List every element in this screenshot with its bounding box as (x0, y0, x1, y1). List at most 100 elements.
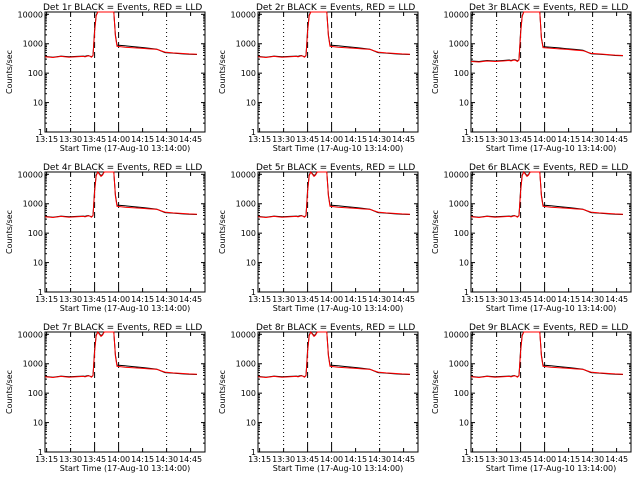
x-axis-label: Start Time (17-Aug-10 13:14:00) (486, 144, 617, 153)
events-series-line (257, 11, 411, 58)
plot-frame (257, 11, 419, 133)
y-tick-label: 1 (464, 288, 469, 297)
lld-series-line (257, 170, 411, 219)
x-tick-label: 14:15 (557, 135, 580, 144)
events-series-line (44, 331, 198, 378)
y-tick-label: 10000 (18, 10, 43, 19)
panel-title: Det 2r BLACK = Events, RED = LLD (256, 3, 415, 13)
detector-panel: Det 9r BLACK = Events, RED = LLD 1 10 100 10… (431, 323, 632, 473)
x-tick-label: 14:15 (557, 295, 580, 304)
x-tick-label: 14:45 (179, 295, 202, 304)
y-axis-label: Counts/sec (218, 210, 227, 254)
plot-frame (44, 331, 206, 453)
y-axis-label: Counts/sec (218, 50, 227, 94)
x-tick-label: 14:30 (368, 295, 391, 304)
detector-panel: Det 4r BLACK = Events, RED = LLD 1 10 100 10… (5, 163, 206, 313)
y-tick-label: 10000 (444, 330, 469, 339)
y-tick-label: 1 (38, 128, 43, 137)
panel-title: Det 4r BLACK = Events, RED = LLD (43, 163, 202, 173)
y-tick-label: 1 (251, 288, 256, 297)
events-series-line (44, 171, 198, 218)
y-tick-label: 1000 (449, 40, 469, 49)
x-tick-label: 13:45 (296, 455, 319, 464)
x-tick-label: 13:15 (461, 455, 484, 464)
x-tick-label: 14:30 (581, 135, 604, 144)
y-tick-label: 100 (454, 389, 469, 398)
x-tick-label: 14:45 (605, 135, 628, 144)
events-series-line (257, 331, 411, 378)
x-tick-label: 14:15 (344, 295, 367, 304)
x-tick-label: 14:00 (533, 455, 556, 464)
lld-series-line (257, 11, 411, 59)
y-tick-label: 10000 (18, 330, 43, 339)
y-tick-label: 10000 (231, 170, 256, 179)
x-tick-label: 13:30 (272, 135, 295, 144)
y-tick-label: 100 (241, 69, 256, 78)
plot-frame (470, 331, 632, 453)
x-tick-label: 13:30 (59, 295, 82, 304)
x-tick-label: 14:45 (392, 295, 415, 304)
x-axis-label: Start Time (17-Aug-10 13:14:00) (273, 464, 404, 473)
y-tick-label: 10000 (231, 330, 256, 339)
x-tick-label: 14:15 (131, 295, 154, 304)
plot-frame (470, 11, 632, 133)
x-tick-label: 14:00 (320, 455, 343, 464)
x-tick-label: 13:30 (272, 455, 295, 464)
detector-panel: Det 1r BLACK = Events, RED = LLD 1 10 100 10… (5, 3, 206, 153)
panel-title: Det 3r BLACK = Events, RED = LLD (469, 3, 628, 13)
detector-panel: Det 6r BLACK = Events, RED = LLD 1 10 100 10… (431, 163, 632, 313)
lld-series-line (257, 330, 411, 379)
x-tick-label: 14:15 (557, 455, 580, 464)
y-tick-label: 100 (241, 229, 256, 238)
plot-frame (470, 171, 632, 293)
x-tick-label: 13:15 (35, 455, 58, 464)
x-tick-label: 13:45 (509, 135, 532, 144)
x-tick-label: 14:45 (605, 295, 628, 304)
plot-frame (44, 11, 206, 133)
x-tick-label: 13:45 (509, 455, 532, 464)
x-tick-label: 13:30 (485, 455, 508, 464)
x-tick-label: 13:45 (296, 135, 319, 144)
y-tick-label: 10 (246, 99, 256, 108)
x-tick-label: 14:15 (131, 135, 154, 144)
x-tick-label: 13:30 (59, 455, 82, 464)
y-axis-label: Counts/sec (5, 210, 14, 254)
panel-title: Det 6r BLACK = Events, RED = LLD (469, 163, 628, 173)
x-tick-label: 14:30 (155, 135, 178, 144)
y-tick-label: 1000 (236, 40, 256, 49)
lld-series-line (44, 11, 198, 59)
y-tick-label: 1000 (23, 40, 43, 49)
y-tick-label: 1 (38, 448, 43, 457)
events-series-line (44, 11, 198, 58)
lld-series-line (470, 11, 624, 63)
x-tick-label: 13:45 (83, 135, 106, 144)
plot-frame (257, 331, 419, 453)
panel-title: Det 7r BLACK = Events, RED = LLD (43, 323, 202, 333)
lld-series-line (470, 331, 624, 379)
y-tick-label: 1 (251, 448, 256, 457)
lld-series-line (470, 170, 624, 219)
x-tick-label: 13:15 (461, 135, 484, 144)
x-tick-label: 14:30 (155, 455, 178, 464)
x-tick-label: 14:45 (605, 455, 628, 464)
y-tick-label: 10 (459, 259, 469, 268)
y-axis-label: Counts/sec (5, 50, 14, 94)
x-axis-label: Start Time (17-Aug-10 13:14:00) (273, 304, 404, 313)
panel-title: Det 9r BLACK = Events, RED = LLD (469, 323, 628, 333)
y-tick-label: 1000 (23, 200, 43, 209)
x-tick-label: 14:45 (179, 135, 202, 144)
x-tick-label: 14:30 (368, 455, 391, 464)
y-tick-label: 100 (454, 229, 469, 238)
panel-title: Det 8r BLACK = Events, RED = LLD (256, 323, 415, 333)
y-axis-label: Counts/sec (431, 50, 440, 94)
y-tick-label: 1000 (23, 360, 43, 369)
y-tick-label: 1 (38, 288, 43, 297)
y-axis-label: Counts/sec (218, 370, 227, 414)
x-tick-label: 14:00 (107, 455, 130, 464)
x-tick-label: 13:45 (83, 455, 106, 464)
x-tick-label: 13:30 (272, 295, 295, 304)
x-tick-label: 13:45 (509, 295, 532, 304)
x-tick-label: 14:00 (320, 295, 343, 304)
x-tick-label: 14:45 (392, 455, 415, 464)
